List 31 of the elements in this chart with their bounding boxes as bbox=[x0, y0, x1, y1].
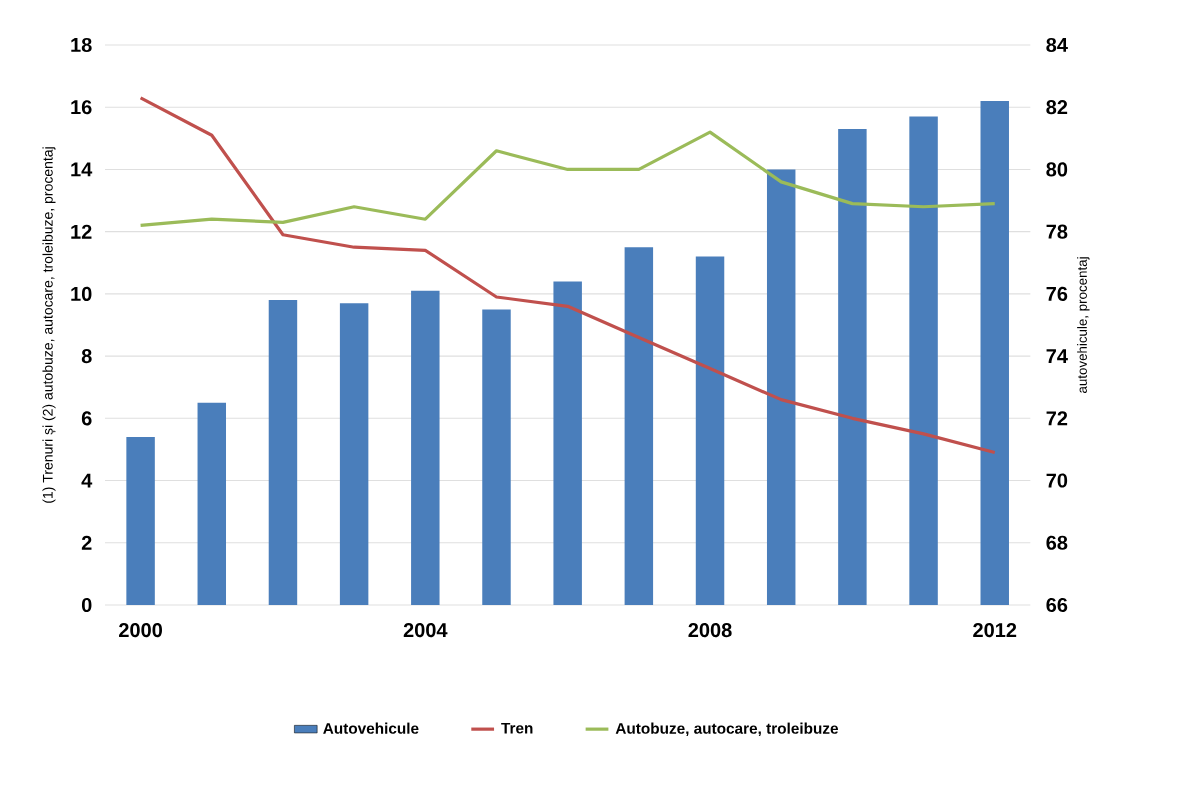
line-series bbox=[139, 96, 997, 455]
y-tick-label: 2 bbox=[81, 535, 92, 550]
legend-label: Autobuze, autocare, troleibuze bbox=[615, 722, 839, 737]
y-tick-label: 0 bbox=[81, 597, 92, 613]
y-axis-title: (1) Trenuri și (2) autobuze, autocare, troleibuze, procentaj bbox=[42, 147, 56, 503]
y2-tick-label: 72 bbox=[1046, 411, 1068, 426]
legend-label: Tren bbox=[501, 722, 533, 734]
y-tick-label: 6 bbox=[81, 411, 92, 426]
y2-tick-label: 76 bbox=[1046, 286, 1068, 301]
x-tick-label: 2012 bbox=[973, 623, 1017, 638]
y2-axis-title: autovehicule, procentaj bbox=[1077, 257, 1090, 393]
y-tick-label: 4 bbox=[81, 473, 93, 488]
y-tick-label: 14 bbox=[71, 162, 93, 177]
y-tick-label: 8 bbox=[81, 349, 92, 364]
x-tick-label: 2008 bbox=[688, 623, 732, 638]
y2-tick-label: 74 bbox=[1046, 349, 1068, 363]
x-tick-label: 2000 bbox=[119, 623, 162, 638]
y2-tick-label: 84 bbox=[1046, 37, 1068, 53]
legend-label: Autovehicule bbox=[323, 722, 419, 734]
y2-tick-label: 68 bbox=[1046, 535, 1068, 550]
y-tick-label: 18 bbox=[71, 37, 92, 53]
y-tick-label: 16 bbox=[71, 100, 92, 115]
y2-tick-label: 78 bbox=[1046, 224, 1068, 239]
y-tick-label: 12 bbox=[71, 224, 92, 239]
y2-tick-label: 66 bbox=[1046, 597, 1068, 613]
y-tick-label: 10 bbox=[71, 286, 92, 301]
line-series bbox=[139, 130, 997, 228]
x-tick-label: 2004 bbox=[403, 623, 448, 638]
y2-tick-label: 80 bbox=[1046, 162, 1068, 177]
y2-tick-label: 82 bbox=[1046, 100, 1068, 115]
y2-tick-label: 70 bbox=[1046, 473, 1068, 488]
